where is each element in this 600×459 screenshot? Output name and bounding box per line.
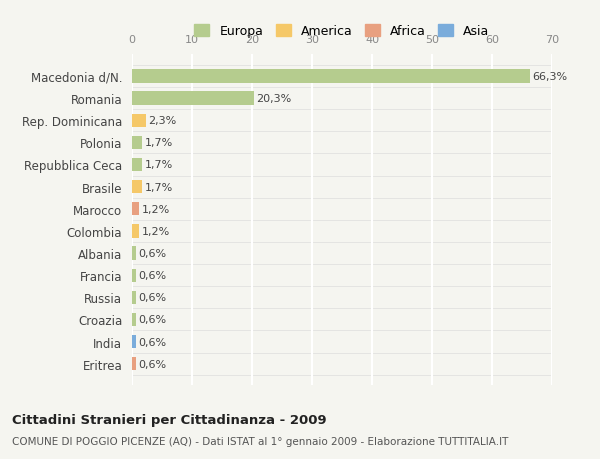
Text: 0,6%: 0,6% — [138, 293, 166, 302]
Bar — [132, 335, 136, 348]
Bar — [132, 291, 136, 304]
Text: 1,2%: 1,2% — [142, 204, 170, 214]
Bar — [132, 92, 254, 106]
Text: 1,7%: 1,7% — [145, 182, 173, 192]
Text: 2,3%: 2,3% — [148, 116, 176, 126]
Bar — [132, 313, 136, 326]
Text: 0,6%: 0,6% — [138, 337, 166, 347]
Bar — [132, 70, 530, 84]
Bar — [132, 269, 136, 282]
Text: 1,7%: 1,7% — [145, 138, 173, 148]
Bar — [132, 247, 136, 260]
Text: 20,3%: 20,3% — [256, 94, 292, 104]
Bar — [132, 225, 139, 238]
Legend: Europa, America, Africa, Asia: Europa, America, Africa, Asia — [188, 18, 496, 45]
Text: 0,6%: 0,6% — [138, 248, 166, 258]
Bar — [132, 180, 142, 194]
Text: 1,2%: 1,2% — [142, 226, 170, 236]
Text: 1,7%: 1,7% — [145, 160, 173, 170]
Bar — [132, 136, 142, 150]
Bar — [132, 357, 136, 370]
Text: 0,6%: 0,6% — [138, 359, 166, 369]
Text: Cittadini Stranieri per Cittadinanza - 2009: Cittadini Stranieri per Cittadinanza - 2… — [12, 413, 326, 426]
Text: 0,6%: 0,6% — [138, 270, 166, 280]
Bar — [132, 158, 142, 172]
Bar — [132, 202, 139, 216]
Text: COMUNE DI POGGIO PICENZE (AQ) - Dati ISTAT al 1° gennaio 2009 - Elaborazione TUT: COMUNE DI POGGIO PICENZE (AQ) - Dati IST… — [12, 436, 508, 446]
Bar — [132, 114, 146, 128]
Text: 0,6%: 0,6% — [138, 315, 166, 325]
Text: 66,3%: 66,3% — [532, 72, 568, 82]
